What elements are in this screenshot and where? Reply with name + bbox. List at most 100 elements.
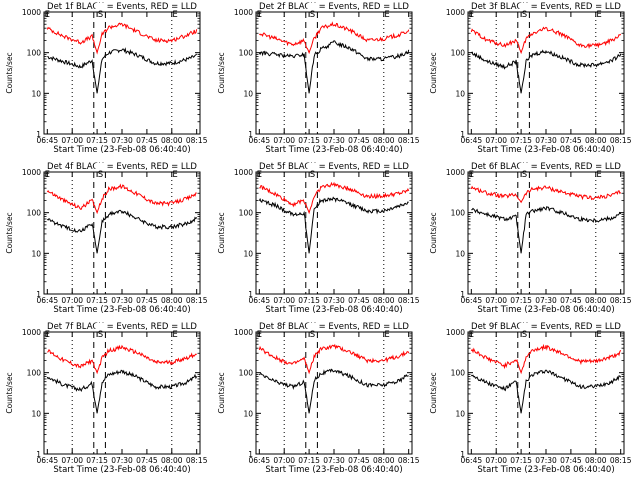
x-tick-label: 07:30 — [323, 456, 345, 465]
y-tick-label: 100 — [27, 49, 42, 58]
x-tick-label: 08:15 — [186, 456, 208, 465]
x-tick-label: 08:15 — [398, 136, 420, 145]
y-tick-label: 1000 — [22, 168, 41, 177]
x-tick-label: 07:45 — [136, 456, 158, 465]
chart-title: Det 2f BLACK = Events, RED = LLD — [259, 2, 409, 12]
title-s-backdrop — [307, 323, 318, 334]
x-axis-label: Start Time (23-Feb-08 06:40:40) — [53, 305, 190, 315]
event-marker-label: S — [522, 10, 527, 20]
event-marker-label: E — [45, 170, 50, 180]
x-tick-label: 07:15 — [510, 296, 532, 305]
x-tick-label: 08:00 — [373, 136, 395, 145]
event-marker-label: S — [310, 170, 315, 180]
event-marker-label: S — [98, 330, 103, 340]
series-line-events — [258, 196, 409, 254]
plot-frame — [467, 331, 625, 455]
y-tick-label: 1000 — [234, 328, 253, 337]
y-axis-label: Counts/sec — [429, 372, 438, 413]
y-tick-label: 10 — [455, 249, 465, 258]
y-axis-label: Counts/sec — [217, 212, 226, 253]
event-marker-label: E — [384, 10, 389, 20]
event-marker-label: E — [384, 170, 389, 180]
x-tick-label: 07:15 — [86, 136, 108, 145]
y-tick-label: 10 — [243, 249, 253, 258]
y-tick-label: 1000 — [446, 168, 465, 177]
chart-title: Det 3f BLACK = Events, RED = LLD — [471, 2, 621, 12]
event-marker-label: E — [172, 170, 177, 180]
y-tick-label: 100 — [239, 369, 254, 378]
x-axis-label: Start Time (23-Feb-08 06:40:40) — [265, 305, 402, 315]
y-tick-label: 1 — [36, 130, 41, 139]
series-line-lld — [258, 343, 410, 375]
plot-frame — [43, 171, 201, 295]
series-line-events — [471, 205, 622, 254]
plot-frame — [43, 11, 201, 135]
y-tick-label: 100 — [239, 49, 254, 58]
x-tick-label: 07:00 — [273, 136, 295, 145]
event-marker-label: E — [172, 330, 177, 340]
series-line-lld — [259, 21, 410, 55]
x-axis-label: Start Time (23-Feb-08 06:40:40) — [477, 465, 614, 475]
x-tick-label: 07:15 — [86, 456, 108, 465]
y-axis-label: Counts/sec — [217, 372, 226, 413]
y-axis-label: Counts/sec — [217, 52, 226, 93]
x-tick-label: 07:15 — [510, 136, 532, 145]
y-tick-label: 100 — [239, 209, 254, 218]
x-tick-label: 07:45 — [348, 136, 370, 145]
event-marker-label: E — [469, 330, 474, 340]
x-axis-label: Start Time (23-Feb-08 06:40:40) — [53, 145, 190, 155]
y-tick-label: 1 — [36, 450, 41, 459]
event-marker-label: E — [257, 330, 262, 340]
chart-title: Det 8f BLACK = Events, RED = LLD — [259, 322, 409, 332]
plot-frame — [467, 11, 625, 135]
title-s-backdrop — [307, 163, 318, 174]
series-line-lld — [47, 344, 197, 375]
y-tick-label: 10 — [31, 409, 41, 418]
y-tick-label: 10 — [455, 89, 465, 98]
x-tick-label: 08:00 — [373, 456, 395, 465]
plot-frame — [467, 171, 625, 295]
plot-frame — [255, 171, 413, 295]
event-marker-label: E — [257, 170, 262, 180]
y-tick-label: 1 — [248, 130, 253, 139]
x-tick-label: 08:00 — [585, 296, 607, 305]
x-tick-label: 07:00 — [61, 136, 83, 145]
y-tick-label: 1 — [460, 290, 465, 299]
series-line-events — [258, 368, 409, 414]
chart-panel: Det 1f BLACK = Events, RED = LLD 1 10 100 10… — [5, 2, 208, 155]
title-s-backdrop — [519, 163, 530, 174]
y-axis-label: Counts/sec — [5, 372, 14, 413]
x-tick-label: 07:00 — [485, 296, 507, 305]
event-marker-label: E — [596, 170, 601, 180]
event-marker-label: E — [469, 170, 474, 180]
series-line-lld — [46, 183, 197, 215]
x-tick-label: 07:30 — [111, 456, 133, 465]
y-axis-label: Counts/sec — [5, 212, 14, 253]
y-tick-label: 1000 — [446, 8, 465, 17]
plot-frame — [255, 331, 413, 455]
x-tick-label: 08:00 — [585, 136, 607, 145]
chart-panel: Det 9f BLACK = Events, RED = LLD 1 10 100 10… — [429, 322, 632, 475]
chart-panel: Det 4f BLACK = Events, RED = LLD 1 10 100 10… — [5, 162, 208, 315]
event-marker-label: E — [257, 10, 262, 20]
series-line-events — [46, 369, 198, 414]
y-tick-label: 1000 — [22, 328, 41, 337]
y-axis-label: Counts/sec — [429, 52, 438, 93]
x-tick-label: 07:00 — [61, 296, 83, 305]
y-tick-label: 1 — [36, 290, 41, 299]
chart-panel: Det 5f BLACK = Events, RED = LLD 1 10 100 10… — [217, 162, 420, 315]
x-tick-label: 07:00 — [273, 296, 295, 305]
event-marker-label: E — [172, 10, 177, 20]
y-axis-label: Counts/sec — [5, 52, 14, 93]
event-marker-label: S — [522, 330, 527, 340]
event-marker-label: E — [45, 330, 50, 340]
x-tick-label: 08:15 — [610, 296, 632, 305]
y-tick-label: 1000 — [22, 8, 41, 17]
y-tick-label: 10 — [243, 409, 253, 418]
chart-title: Det 4f BLACK = Events, RED = LLD — [47, 162, 197, 172]
x-tick-label: 08:15 — [398, 296, 420, 305]
x-tick-label: 08:15 — [398, 456, 420, 465]
event-marker-label: S — [310, 10, 315, 20]
x-tick-label: 08:15 — [610, 456, 632, 465]
event-marker-label: E — [469, 10, 474, 20]
